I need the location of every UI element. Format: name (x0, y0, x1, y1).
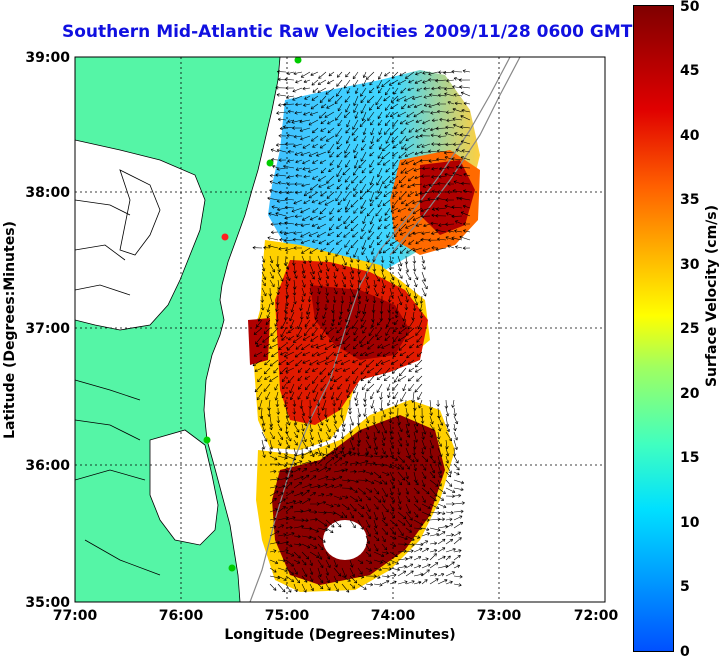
x-tick-label: 76:00 (159, 608, 204, 624)
colorbar-tick-labels: 50 45 40 35 30 25 20 15 10 5 0 (680, 0, 700, 659)
vector-arrows (252, 69, 471, 593)
y-tick-label: 38:00 (25, 185, 70, 201)
x-tick-label: 77:00 (53, 608, 98, 624)
y-tick-labels: 39:00 38:00 37:00 36:00 35:00 (25, 50, 70, 611)
colorbar-tick: 5 (680, 579, 690, 595)
x-tick-label: 75:00 (265, 608, 310, 624)
station-marker (294, 57, 302, 64)
colorbar-tick: 20 (680, 386, 700, 402)
colorbar-tick: 45 (680, 63, 699, 79)
y-tick-label: 36:00 (25, 458, 70, 474)
colorbar (633, 5, 674, 652)
colorbar-tick: 35 (680, 192, 699, 208)
x-tick-labels: 77:00 76:00 75:00 74:00 73:00 72:00 (53, 608, 619, 624)
y-axis-label: Latitude (Degrees:Minutes) (2, 221, 18, 439)
map-title: Southern Mid-Atlantic Raw Velocities 200… (62, 22, 633, 42)
station-marker (203, 436, 211, 444)
y-tick-label: 35:00 (25, 595, 70, 611)
shelf-contour (249, 57, 511, 602)
colorbar-label: Surface Velocity (cm/s) (704, 205, 720, 387)
colorbar-tick: 30 (680, 257, 700, 273)
colorbar-tick: 15 (680, 450, 699, 466)
grid-lines (75, 57, 605, 602)
pamlico-sound (149, 429, 219, 546)
y-tick-label: 39:00 (25, 50, 70, 66)
velocity-vectors (252, 69, 471, 593)
x-tick-label: 72:00 (574, 608, 619, 624)
x-tick-label: 74:00 (371, 608, 416, 624)
colorbar-tick: 0 (680, 644, 690, 659)
station-marker (221, 233, 229, 241)
x-axis-label: Longitude (Degrees:Minutes) (224, 627, 455, 643)
colorbar-tick: 50 (680, 0, 700, 15)
chesapeake-bay (75, 139, 206, 331)
x-tick-label: 73:00 (477, 608, 522, 624)
colorbar-tick: 40 (680, 128, 700, 144)
shelf-contour-2 (389, 57, 521, 256)
y-tick-label: 37:00 (25, 321, 70, 337)
river-inlets (75, 199, 161, 576)
velocity-field (248, 70, 480, 592)
colorbar-tick: 10 (680, 515, 700, 531)
station-marker (228, 564, 236, 572)
colorbar-tick: 25 (680, 321, 699, 337)
station-marker (266, 159, 274, 167)
